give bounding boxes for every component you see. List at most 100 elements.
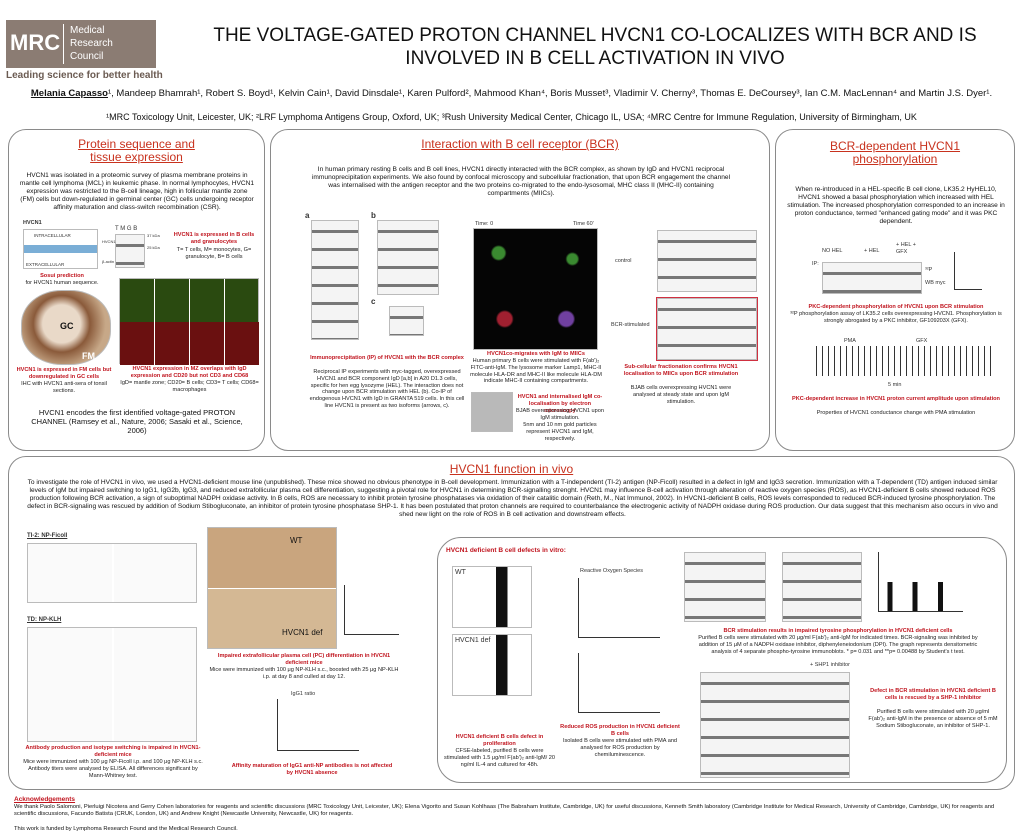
figure-caption: Impaired extrafollicular plasma cell (PC… — [217, 653, 391, 666]
figure-caption: HVCN1 is expressed in FM cells but downr… — [16, 367, 112, 380]
ptyr-blot — [684, 552, 766, 622]
right-panel: BCR-dependent HVCN1 phosphorylation When… — [775, 129, 1015, 451]
figure-caption: PKC-dependent increase in HVCN1 proton c… — [792, 396, 1000, 402]
panel-title: BCR-dependent HVCN1 phosphorylation — [829, 139, 961, 166]
ip-blot — [311, 220, 359, 340]
figure-label: INTRACELLULAR — [34, 233, 71, 238]
figure-label: NO HEL — [822, 248, 843, 254]
middle-panel: Interaction with B cell receptor (BCR) I… — [270, 129, 770, 451]
confocal-grid — [119, 278, 260, 365]
figure-label: control — [615, 258, 632, 264]
phospho-blot — [822, 262, 922, 294]
ip-blot — [377, 220, 439, 295]
figure-subcaption: Reciprocal IP experiments with myc-tagge… — [309, 369, 465, 409]
logo-tagline: Leading science for better health — [6, 70, 163, 81]
figure-label: + HEL + GFX — [896, 242, 916, 255]
figure-caption: Antibody production and isotype switchin… — [25, 745, 201, 758]
figure-subcaption: BJAB overexpressing HVCN1 upon IgM stimu… — [516, 408, 604, 421]
figure-label: WT — [290, 536, 303, 545]
figure-subcaption: IHC with HVCN1 anti-sera of tonsil secti… — [21, 381, 107, 394]
figure-subcaption: Isolated B cells were stimulated with PM… — [562, 738, 678, 758]
panel-text: To investigate the role of HVCN1 in vivo… — [27, 479, 998, 518]
figure-caption: HVCN1co-migrates with IgM to MIICs — [487, 351, 585, 357]
figure-label: IP: — [812, 261, 819, 267]
figure-label: FM — [82, 351, 95, 361]
ip-blot — [389, 306, 424, 336]
in-vitro-box: HVCN1 deficient B cell defects in vitro:… — [437, 537, 1007, 783]
pc-scatter — [344, 585, 399, 635]
panel-title: HVCN1 function in vivo — [449, 462, 574, 476]
figure-label: ³²P — [925, 267, 933, 273]
figure-label: BCR-stimulated — [611, 322, 650, 328]
figure-label: a — [305, 211, 310, 220]
flow-histogram: WT — [452, 566, 532, 628]
figure-label: HVCN1 — [102, 239, 116, 244]
figure-label: T M G B — [115, 226, 138, 232]
figure-subcaption: 5nm and 10 nm gold particles represent H… — [523, 422, 597, 442]
fractionation-blot — [657, 230, 757, 292]
figure-label: + HEL — [864, 248, 880, 254]
figure-subcaption: BJAB cells overexpressing HVCN1 were ana… — [630, 385, 732, 405]
figure-caption: HVCN1 is expressed in B cells and granul… — [173, 232, 255, 245]
rescue-blot — [700, 672, 850, 778]
figure-subcaption: Purified B cells were stimulated with 20… — [698, 635, 978, 655]
figure-caption: Immunoprecipitation (IP) of HVCN1 with t… — [310, 355, 464, 361]
figure-caption: HVCN1 and internalised IgM co-localisati… — [517, 394, 603, 414]
poster-title: THE VOLTAGE-GATED PROTON CHANNEL HVCN1 C… — [213, 25, 977, 69]
figure-label: WT — [455, 569, 466, 576]
pc-images: WT HVCN1 def — [207, 527, 337, 649]
figure-subcaption: Mice were immunized with 100 μg NP-KLH s… — [209, 667, 399, 680]
section-label: TI-2: NP-Ficoll — [27, 533, 68, 539]
figure-label: + SHP1 inhibitor — [810, 662, 850, 668]
panel-text: HVCN1 was isolated in a proteomic survey… — [19, 172, 255, 211]
figure-subcaption: T= T cells, M= monocytes, G= granulocyte… — [176, 247, 252, 260]
figure-caption: Sosui prediction — [40, 273, 84, 279]
figure-caption: Affinity maturation of IgG1 anti-NP anti… — [231, 763, 393, 776]
current-traces — [816, 346, 996, 376]
left-panel: Protein sequence and tissue expression H… — [8, 129, 265, 451]
figure-subcaption: Mice were immunized with 100 μg NP-Ficol… — [23, 759, 203, 779]
em-image — [471, 392, 513, 432]
figure-caption: PKC-dependent phosphorylation of HVCN1 u… — [808, 304, 984, 310]
topology-diagram: INTRACELLULAR EXTRACELLULAR — [23, 229, 98, 269]
logo-name: Council — [70, 51, 104, 62]
confocal-row — [120, 322, 260, 365]
td-charts — [27, 627, 197, 742]
figure-subcaption: Purified B cells were stimulated with 20… — [868, 709, 998, 729]
section-heading: HVCN1 deficient B cell defects in vitro: — [446, 547, 566, 554]
figure-label: GFX — [916, 338, 928, 344]
figure-label: 5 min — [888, 382, 902, 388]
figure-subcaption: Properties of HVCN1 conductance change w… — [816, 410, 976, 416]
figure-subcaption: CFSE-labeled, purified B cells were stim… — [444, 748, 555, 768]
panel-text: In human primary resting B cells and B c… — [311, 166, 731, 197]
affiliations: ¹MRC Toxicology Unit, Leicester, UK; ²LR… — [106, 112, 917, 122]
ros-chart — [578, 578, 660, 638]
ti2-charts — [27, 543, 197, 603]
panel-footer: HVCN1 encodes the first identified volta… — [31, 408, 243, 435]
figure-label: c — [371, 297, 376, 306]
logo-mark: MRC — [10, 30, 61, 55]
acknowledgements-title: Acknowledgements — [14, 796, 76, 803]
flow-histogram: HVCN1 def — [452, 634, 532, 696]
chart-title: IgG1 ratio — [291, 691, 316, 697]
phospho-chart — [954, 252, 982, 290]
figure-caption: Defect in BCR stimulation in HVCN1 defic… — [870, 688, 996, 701]
acknowledgements-text: We thank Paolo Salomoni, Pierluigi Nicot… — [14, 804, 995, 817]
figure-label: EXTRACELLULAR — [26, 262, 65, 267]
western-blot — [115, 234, 145, 268]
presenter: Melania Capasso — [30, 88, 108, 99]
panel-text: When re-introduced in a HEL-specific B c… — [787, 186, 1005, 225]
figure-caption: BCR stimulation results in impaired tyro… — [723, 628, 953, 634]
ihc-image: GC FM — [21, 290, 111, 365]
figure-caption: HVCN1 deficient B cells defect in prolif… — [455, 734, 544, 747]
figure-label: Time 60' — [573, 221, 594, 227]
figure-caption: Reduced ROS production in HVCN1 deficien… — [560, 724, 680, 737]
ptyr-chart — [878, 552, 963, 612]
fractionation-blot — [656, 297, 758, 361]
figure-subcaption: ³²P phosphorylation assay of LK35.2 cell… — [790, 311, 1002, 324]
ptyr-blot — [782, 552, 862, 622]
logo-name: Medical — [70, 25, 105, 36]
panel-title: Protein sequence and tissue expression — [78, 137, 195, 164]
figure-label: HVCN1 def — [282, 628, 323, 637]
affinity-chart — [277, 699, 359, 751]
